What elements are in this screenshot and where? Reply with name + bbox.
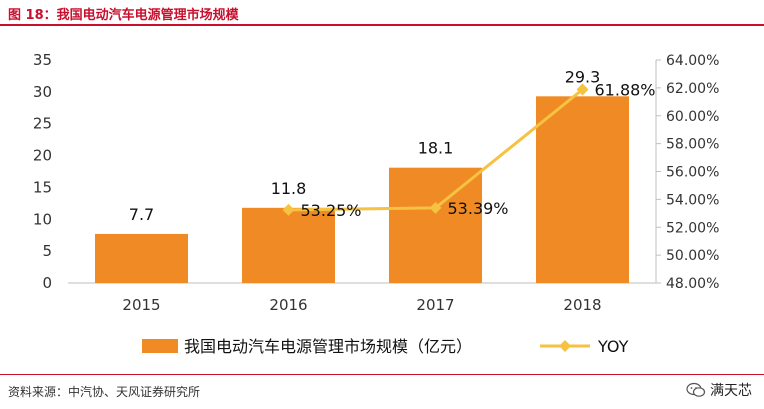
bar [95,234,188,283]
chart-svg: 0 5 10 15 20 25 30 35 48.00% 50.00% 52.00% 54.00% 56… [0,30,764,370]
footer-divider [0,374,764,375]
y-right-tick-label: 64.00% [666,53,719,69]
y-right-tick-label: 62.00% [666,81,719,97]
y-right-tick-label: 60.00% [666,109,719,125]
bar-value-label: 7.7 [129,205,154,224]
y-right-tick-label: 56.00% [666,165,719,181]
bar [536,96,629,283]
x-tick-label: 2015 [122,296,160,314]
yoy-value-label: 53.39% [448,199,509,218]
y-right-tick-label: 48.00% [666,276,719,292]
bar [389,168,482,283]
y-right-tick-label: 50.00% [666,248,719,264]
x-tick-label: 2018 [563,296,601,314]
y-left-tick-label: 20 [33,147,52,165]
bar-value-label: 11.8 [271,179,307,198]
legend-swatch-marker [559,340,571,352]
x-tick-label: 2016 [269,296,307,314]
y-left-tick-label: 0 [42,274,52,292]
watermark: 满天芯 [686,380,752,400]
yoy-value-label: 61.88% [595,81,656,100]
y-left-tick-label: 10 [33,210,52,228]
watermark-text: 满天芯 [710,380,752,400]
y-left-tick-label: 25 [33,115,52,133]
chart-area: 0 5 10 15 20 25 30 35 48.00% 50.00% 52.00% 54.00% 56… [0,30,764,370]
figure-title: 图 18：我国电动汽车电源管理市场规模 [8,4,239,23]
yoy-value-label: 53.25% [301,201,362,220]
source-note: 资料来源：中汽协、天风证券研究所 [8,383,200,400]
y-right-tick-label: 58.00% [666,137,719,153]
wechat-icon [686,382,706,398]
legend-label-bar: 我国电动汽车电源管理市场规模（亿元） [184,337,472,356]
y-left-tick-label: 5 [42,242,52,260]
title-divider [0,24,764,26]
legend-swatch-bar [142,339,178,353]
y-right-tick-label: 52.00% [666,220,719,236]
y-left-tick-label: 30 [33,83,52,101]
bar-value-label: 18.1 [418,139,454,158]
legend-label-line: YOY [597,337,629,356]
y-left-tick-label: 15 [33,178,52,196]
y-left-tick-label: 35 [33,51,52,69]
y-right-tick-label: 54.00% [666,192,719,208]
x-tick-label: 2017 [416,296,454,314]
